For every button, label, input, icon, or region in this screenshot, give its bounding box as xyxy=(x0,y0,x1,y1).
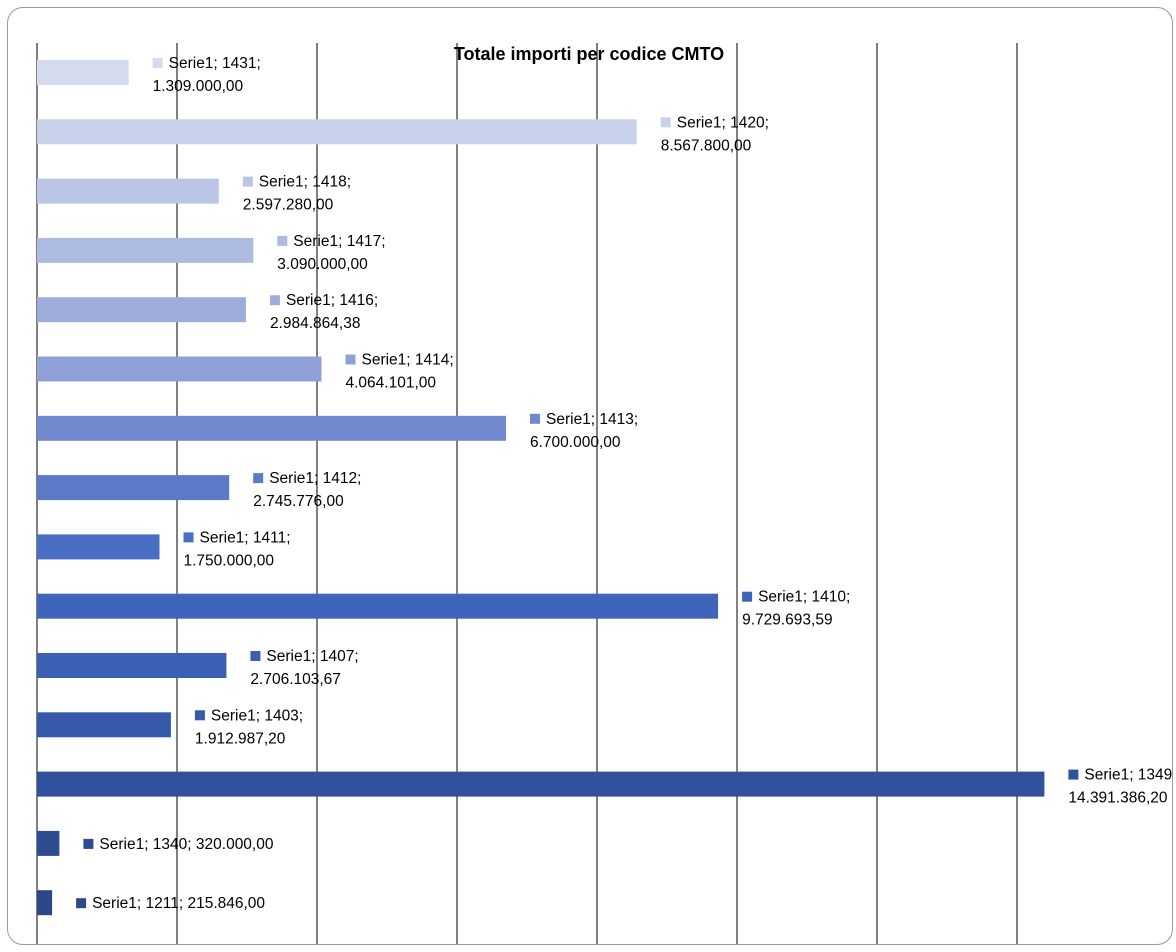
label-marker-1211 xyxy=(76,898,87,909)
data-label-1417: Serie1; 1417; xyxy=(293,233,385,250)
data-label-1431: Serie1; 1431; xyxy=(169,55,261,72)
label-marker-1418 xyxy=(242,176,253,187)
data-value-1349: 14.391.386,20 xyxy=(1068,790,1168,807)
bar-1407 xyxy=(37,653,227,678)
label-marker-1407 xyxy=(250,651,261,661)
data-value-1417: 3.090.000,00 xyxy=(277,256,368,273)
data-label-1413: Serie1; 1413; xyxy=(546,411,638,428)
label-marker-1403 xyxy=(194,710,205,721)
data-value-1403: 1.912.987,20 xyxy=(195,730,286,747)
label-marker-1420 xyxy=(660,117,671,128)
label-marker-1349 xyxy=(1068,769,1079,780)
data-value-1412: 2.745.776,00 xyxy=(253,493,344,510)
bar-1413 xyxy=(37,415,506,441)
bar-1410 xyxy=(37,593,719,619)
chart-title: Totale importi per codice CMTO xyxy=(454,44,724,64)
data-label-1403: Serie1; 1403; xyxy=(211,707,303,724)
bar-1211 xyxy=(37,890,53,916)
data-label-1211: Serie1; 1211; 215.846,00 xyxy=(92,895,265,912)
data-value-1414: 4.064.101,00 xyxy=(345,375,436,392)
label-marker-1414 xyxy=(345,354,356,365)
bar-1431 xyxy=(37,60,129,85)
bars xyxy=(37,60,1045,916)
bar-chart: Serie1; 1431; 1.309.000,00 Serie1; 1420; 8.… xyxy=(36,43,1173,944)
data-label-1420: Serie1; 1420; xyxy=(677,114,769,131)
label-marker-1411 xyxy=(183,532,194,543)
data-value-1407: 2.706.103,67 xyxy=(250,671,341,688)
bar-1411 xyxy=(37,534,160,560)
data-label-1411: Serie1; 1411; xyxy=(200,529,291,546)
data-label-1340: Serie1; 1340; 320.000,00 xyxy=(99,836,273,853)
data-value-1431: 1.309.000,00 xyxy=(153,78,244,95)
label-marker-1416 xyxy=(269,295,280,306)
bar-1340 xyxy=(37,830,60,856)
bar-1412 xyxy=(37,475,230,501)
bar-1417 xyxy=(37,237,254,263)
label-marker-1431 xyxy=(152,58,163,68)
label-marker-1413 xyxy=(530,413,540,424)
bar-1418 xyxy=(37,178,219,204)
data-label-1418: Serie1; 1418; xyxy=(259,174,351,191)
data-value-1411: 1.750.000,00 xyxy=(184,552,275,569)
data-label-1414: Serie1; 1414; xyxy=(361,352,453,369)
chart-frame: Serie1; 1431; 1.309.000,00 Serie1; 1420; 8.… xyxy=(7,7,1173,945)
data-labels: Serie1; 1431; 1.309.000,00 Serie1; 1420; 8.… xyxy=(76,55,1173,912)
label-marker-1410 xyxy=(742,591,753,602)
data-value-1418: 2.597.280,00 xyxy=(243,197,334,214)
data-label-1410: Serie1; 1410; xyxy=(758,589,850,606)
bar-1414 xyxy=(37,356,322,382)
data-label-1349: Serie1; 1349; xyxy=(1084,767,1173,784)
bar-1349 xyxy=(37,771,1045,797)
bar-1420 xyxy=(37,119,637,145)
label-marker-1340 xyxy=(83,838,94,849)
data-value-1420: 8.567.800,00 xyxy=(661,137,752,154)
data-label-1407: Serie1; 1407; xyxy=(266,648,358,665)
data-value-1416: 2.984.864,38 xyxy=(270,315,361,332)
bar-1403 xyxy=(37,712,171,738)
data-label-1416: Serie1; 1416; xyxy=(286,292,378,309)
label-marker-1412 xyxy=(253,473,264,484)
data-value-1410: 9.729.693,59 xyxy=(742,612,833,629)
bar-1416 xyxy=(37,297,246,323)
data-value-1413: 6.700.000,00 xyxy=(530,434,621,451)
label-marker-1417 xyxy=(277,235,288,246)
data-label-1412: Serie1; 1412; xyxy=(269,470,361,487)
